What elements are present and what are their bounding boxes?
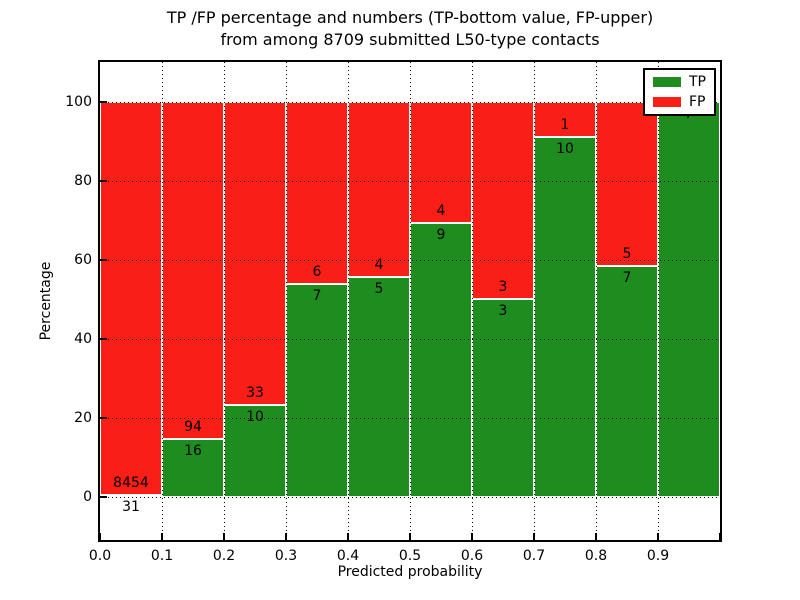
fp-bar-segment <box>100 101 162 496</box>
x-tick-label: 0.1 <box>150 548 174 564</box>
x-tick-label: 0.7 <box>522 548 546 564</box>
x-tick-label: 0.4 <box>336 548 360 564</box>
tp-count-label: 31 <box>122 499 140 516</box>
legend-item-fp: FP <box>653 95 706 109</box>
chart-title-line-2: from among 8709 submitted L50-type conta… <box>220 30 600 49</box>
y-tick-mark <box>100 100 107 103</box>
x-tick-label: 0.0 <box>88 548 112 564</box>
tp-count-label: 7 <box>622 270 632 287</box>
x-gridline <box>162 62 163 540</box>
y-tick-label: 80 <box>74 172 92 189</box>
fp-bar-segment <box>596 101 658 267</box>
x-tick-label: 0.2 <box>212 548 236 564</box>
fp-count-label: 94 <box>184 419 202 436</box>
y-tick-mark <box>100 258 107 261</box>
tp-count-label: 7 <box>312 287 322 304</box>
tp-bar-segment <box>286 283 348 497</box>
x-tick-mark <box>657 533 659 540</box>
fp-bar-segment <box>162 101 224 440</box>
tp-count-label: 3 <box>498 303 508 320</box>
tp-count-label: 5 <box>374 281 384 298</box>
fp-count-label: 4 <box>436 203 446 220</box>
x-tick-label: 0.8 <box>584 548 608 564</box>
tp-bar-segment <box>534 137 596 497</box>
tp-count-label: 10 <box>556 141 574 158</box>
fp-count-label: 33 <box>246 384 264 401</box>
x-gridline <box>658 62 659 540</box>
x-axis-label: Predicted probability <box>337 564 483 580</box>
fp-count-label: 5 <box>622 246 632 263</box>
chart-title-line-1: TP /FP percentage and numbers (TP-bottom… <box>166 8 654 27</box>
x-gridline <box>286 62 287 540</box>
x-gridline <box>348 62 349 540</box>
y-tick-label: 100 <box>65 93 92 110</box>
tp-count-label: 9 <box>436 227 446 244</box>
chart-title: TP /FP percentage and numbers (TP-bottom… <box>90 7 730 51</box>
y-tick-mark <box>100 495 107 498</box>
x-tick-label: 0.3 <box>274 548 298 564</box>
y-tick-label: 0 <box>83 488 92 505</box>
legend-item-tp: TP <box>653 75 706 89</box>
tp-count-label: 16 <box>184 443 202 460</box>
tp-bar-segment <box>410 223 472 497</box>
fp-bar-segment <box>472 101 534 300</box>
x-tick-mark <box>347 533 349 540</box>
x-tick-mark <box>99 533 101 540</box>
legend: TP FP <box>643 68 716 116</box>
x-tick-mark <box>409 533 411 540</box>
x-tick-label: 0.9 <box>646 548 670 564</box>
fp-count-label: 8454 <box>113 475 149 492</box>
x-gridline <box>534 62 535 540</box>
y-tick-mark <box>100 179 107 182</box>
tp-count-label: 10 <box>246 408 264 425</box>
x-tick-mark <box>161 533 163 540</box>
x-gridline <box>472 62 473 540</box>
y-tick-label: 60 <box>74 251 92 268</box>
x-tick-mark <box>719 533 721 540</box>
y-tick-label: 40 <box>74 330 92 347</box>
fp-bar-segment <box>410 101 472 224</box>
fp-count-label: 6 <box>312 263 322 280</box>
y-tick-label: 20 <box>74 409 92 426</box>
tp-bar-segment <box>348 277 410 497</box>
tp-bar-segment <box>224 404 286 497</box>
x-tick-mark <box>471 533 473 540</box>
x-gridline <box>224 62 225 540</box>
x-tick-mark <box>223 533 225 540</box>
legend-label-tp: TP <box>689 74 706 90</box>
x-tick-mark <box>595 533 597 540</box>
x-tick-mark <box>533 533 535 540</box>
fp-bar-segment <box>286 101 348 284</box>
tp-bar-segment <box>472 299 534 497</box>
x-tick-mark <box>285 533 287 540</box>
y-tick-mark <box>100 416 107 419</box>
fp-count-label: 3 <box>498 279 508 296</box>
fp-count-label: 1 <box>560 117 570 134</box>
x-gridline <box>596 62 597 540</box>
tp-bar-segment <box>658 101 720 497</box>
fp-bar-segment <box>224 101 286 405</box>
legend-label-fp: FP <box>689 94 706 110</box>
legend-swatch-fp <box>653 97 681 107</box>
x-tick-label: 0.5 <box>398 548 422 564</box>
x-gridline <box>410 62 411 540</box>
tp-bar-segment <box>596 266 658 497</box>
fp-count-label: 4 <box>374 257 384 274</box>
tp-bar-segment <box>162 439 224 497</box>
legend-swatch-tp <box>653 77 681 87</box>
y-tick-mark <box>100 337 107 340</box>
x-tick-label: 0.6 <box>460 548 484 564</box>
fp-bar-segment <box>348 101 410 278</box>
